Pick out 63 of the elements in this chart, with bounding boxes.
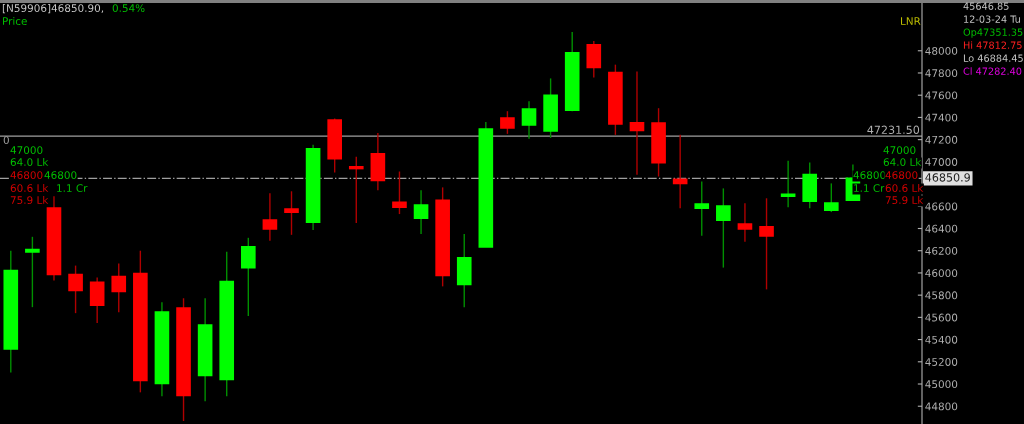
annotation: 64.0 Lk bbox=[10, 157, 49, 167]
annotation: 46800 bbox=[10, 171, 43, 180]
annotation: 75.9 Lk bbox=[10, 195, 49, 205]
annotation: 0 bbox=[3, 136, 9, 145]
text: 12-03-24 Tu bbox=[964, 15, 1020, 23]
text: Cl 47282.40 bbox=[963, 67, 1022, 75]
y-tick-label: 46600 bbox=[925, 202, 958, 211]
candlestick bbox=[284, 190, 299, 236]
y-tick-label: 48000 bbox=[925, 46, 958, 55]
annotation: 1.1 Cr bbox=[854, 184, 885, 193]
annotation: Price bbox=[3, 16, 27, 26]
y-tick-label: 46400 bbox=[925, 224, 958, 233]
candlestick bbox=[629, 70, 645, 176]
text: LNR bbox=[901, 17, 921, 25]
y-tick-label: 47400 bbox=[925, 113, 958, 122]
candlestick bbox=[823, 182, 839, 213]
candlestick bbox=[500, 110, 515, 135]
candlestick bbox=[759, 197, 774, 291]
ref-line-label: 46850.9 bbox=[925, 173, 970, 182]
y-tick-label: 47200 bbox=[925, 135, 958, 144]
candlestick bbox=[348, 156, 364, 224]
candlestick bbox=[89, 276, 105, 324]
candlestick bbox=[241, 237, 256, 317]
annotation: [N59906]46850.90, bbox=[2, 3, 104, 14]
candlestick bbox=[586, 40, 602, 79]
annotation: 46800 bbox=[853, 171, 886, 180]
text: Hi 47812.75 bbox=[963, 41, 1022, 49]
text: 45646.85 bbox=[963, 2, 1009, 10]
ref-line-label: 47231.50 bbox=[867, 125, 920, 134]
y-tick-label: 47800 bbox=[925, 69, 958, 78]
text: Lo 46884.45 bbox=[963, 54, 1023, 62]
annotation: 1.1 Cr bbox=[57, 184, 88, 193]
text: 46800 bbox=[885, 171, 918, 180]
candlestick bbox=[780, 159, 796, 208]
candlestick bbox=[694, 180, 710, 237]
y-tick-label: 45600 bbox=[925, 313, 958, 322]
y-tick-label: 45800 bbox=[925, 291, 958, 300]
candlestick bbox=[392, 170, 407, 215]
annotation: 60.6 Lk bbox=[10, 183, 49, 193]
annotation: 0.54% bbox=[112, 4, 145, 13]
y-tick-label: 46000 bbox=[925, 269, 958, 278]
text: Op47351.35 bbox=[963, 28, 1023, 38]
y-tick-label: 45200 bbox=[925, 358, 958, 366]
candlestick bbox=[737, 202, 753, 243]
candlestick bbox=[521, 100, 537, 140]
y-tick-label: 47000 bbox=[925, 158, 958, 166]
annotation: 46800 bbox=[44, 171, 77, 180]
candlestick bbox=[413, 189, 429, 235]
y-tick-label: 45000 bbox=[925, 380, 958, 389]
y-tick-label: 46200 bbox=[925, 246, 958, 255]
y-tick-label: 45400 bbox=[925, 335, 958, 344]
text: 47000 bbox=[883, 146, 916, 155]
candlestick bbox=[716, 187, 731, 269]
text: 60.6 Lk bbox=[885, 183, 924, 193]
candlestick bbox=[25, 236, 40, 308]
text: 64.0 Lk bbox=[883, 157, 922, 167]
annotation: 47000 bbox=[10, 146, 43, 155]
candlestick bbox=[111, 262, 127, 313]
text: 75.9 Lk bbox=[885, 195, 924, 205]
y-tick-label: 44800 bbox=[925, 402, 958, 411]
candlestick bbox=[262, 192, 278, 242]
candlestick bbox=[68, 264, 83, 314]
y-tick-label: 47600 bbox=[925, 91, 958, 100]
